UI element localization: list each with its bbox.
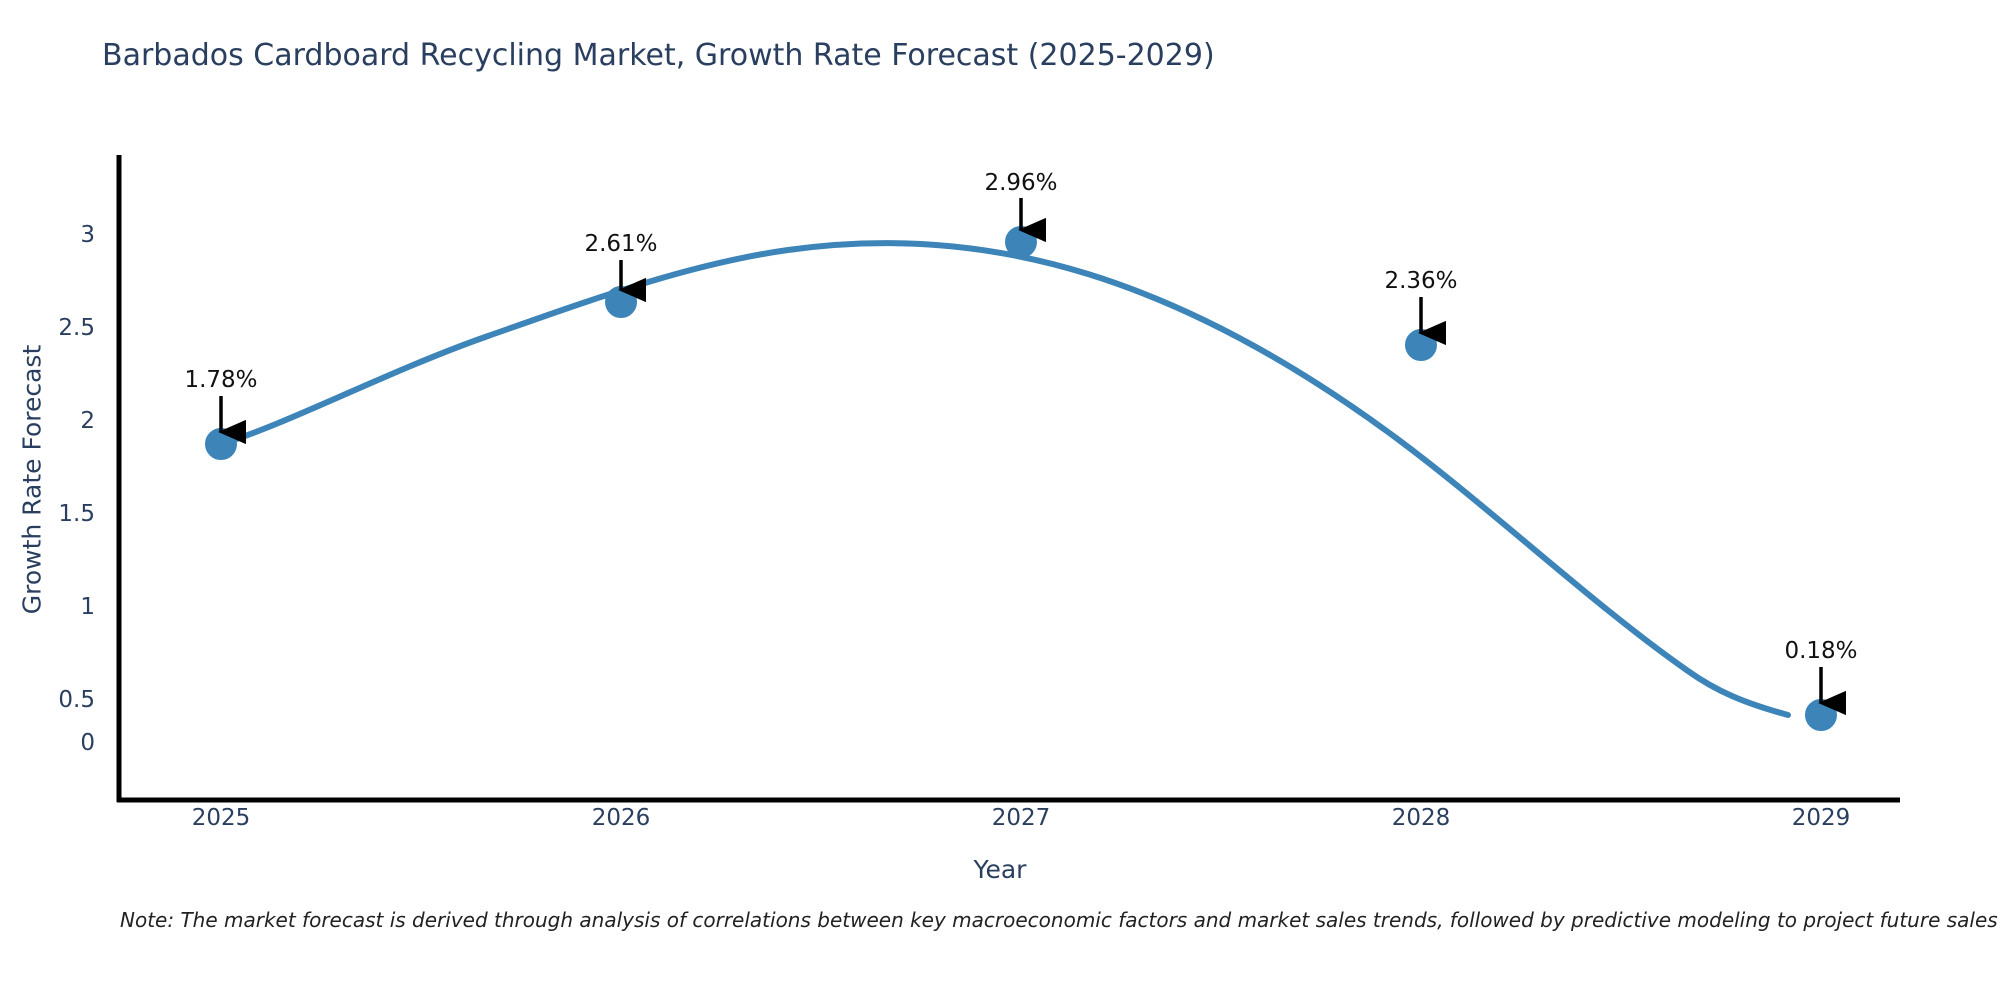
point-label-2027: 2.96% xyxy=(984,170,1058,196)
data-point-2029[interactable] xyxy=(1805,699,1837,731)
x-tick-label-2026: 2026 xyxy=(591,805,651,831)
y-tick-label-0-5: 0.5 xyxy=(58,687,95,713)
point-label-2028: 2.36% xyxy=(1384,268,1458,294)
data-point-2028[interactable] xyxy=(1405,329,1437,361)
y-tick-label-3: 3 xyxy=(80,222,95,248)
x-axis-title: Year xyxy=(973,855,1027,884)
y-tick-label-2-5: 2.5 xyxy=(58,315,95,341)
y-tick-label-0: 0 xyxy=(80,730,95,756)
point-label-2026: 2.61% xyxy=(584,231,658,257)
data-point-2025[interactable] xyxy=(205,428,237,460)
y-tick-label-2: 2 xyxy=(80,408,95,434)
point-label-2025: 1.78% xyxy=(184,367,258,393)
footnote-text: Note: The market forecast is derived thr… xyxy=(120,908,1998,932)
x-tick-label-2028: 2028 xyxy=(1391,805,1451,831)
data-point-2027[interactable] xyxy=(1005,226,1037,258)
x-tick-label-2025: 2025 xyxy=(191,805,251,831)
data-point-2026[interactable] xyxy=(605,286,637,318)
data-line-series xyxy=(218,240,1791,718)
x-tick-label-2027: 2027 xyxy=(991,805,1051,831)
point-label-2029: 0.18% xyxy=(1784,638,1858,664)
y-tick-label-1-5: 1.5 xyxy=(58,501,95,527)
chart-title: Barbados Cardboard Recycling Market, Gro… xyxy=(102,38,1215,73)
y-tick-label-1: 1 xyxy=(80,594,95,620)
x-tick-label-2029: 2029 xyxy=(1791,805,1851,831)
